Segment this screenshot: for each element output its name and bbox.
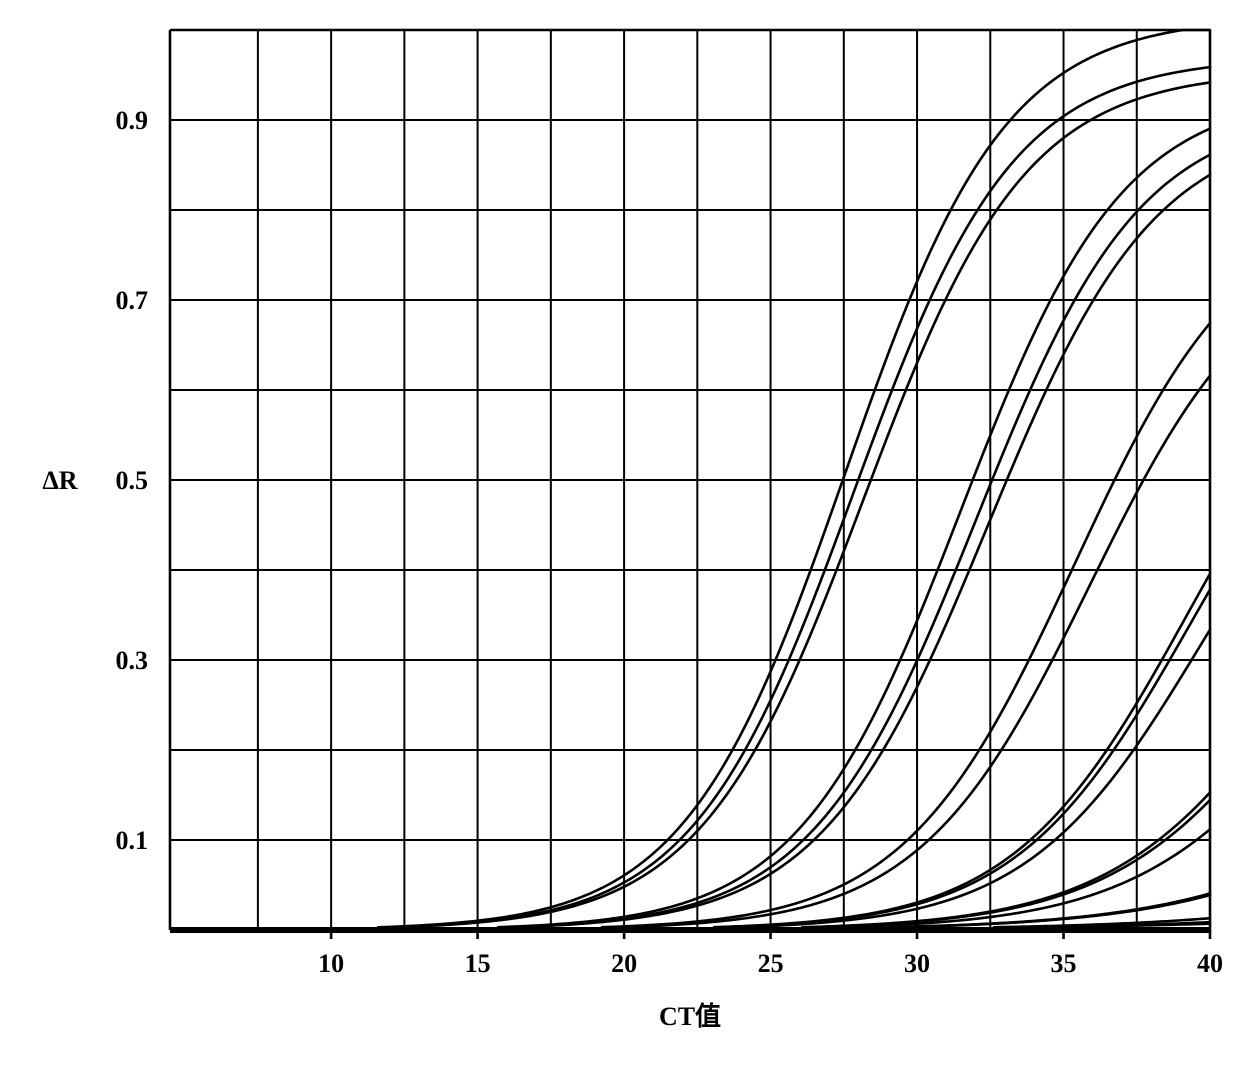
x-tick-label: 15 [465, 949, 491, 978]
y-tick-label: 0.9 [116, 106, 149, 135]
x-tick-label: 25 [758, 949, 784, 978]
curve-7 [622, 376, 1210, 928]
curve-0 [378, 30, 1210, 927]
x-tick-label: 10 [318, 949, 344, 978]
curve-4 [506, 155, 1210, 927]
y-tick-label: 0.3 [116, 646, 149, 675]
x-tick-label: 30 [904, 949, 930, 978]
y-tick-label: 0.1 [116, 826, 149, 855]
curves [378, 30, 1210, 927]
x-axis-label: CT值 [659, 1002, 721, 1031]
y-axis-label: ΔR [42, 466, 77, 495]
x-tick-label: 40 [1197, 949, 1223, 978]
y-tick-label: 0.5 [116, 466, 149, 495]
amplification-chart: 10 15 20 25 30 35 40 0.1 0.3 0.5 0.7 0.9 ΔR CT值 [0, 0, 1240, 1080]
axes [170, 30, 1210, 939]
tick-labels: 10 15 20 25 30 35 40 0.1 0.3 0.5 0.7 0.9 [116, 106, 1224, 978]
y-tick-label: 0.7 [116, 286, 149, 315]
x-tick-label: 20 [611, 949, 637, 978]
curve-1 [390, 67, 1210, 927]
x-tick-label: 35 [1051, 949, 1077, 978]
grid [170, 30, 1210, 930]
